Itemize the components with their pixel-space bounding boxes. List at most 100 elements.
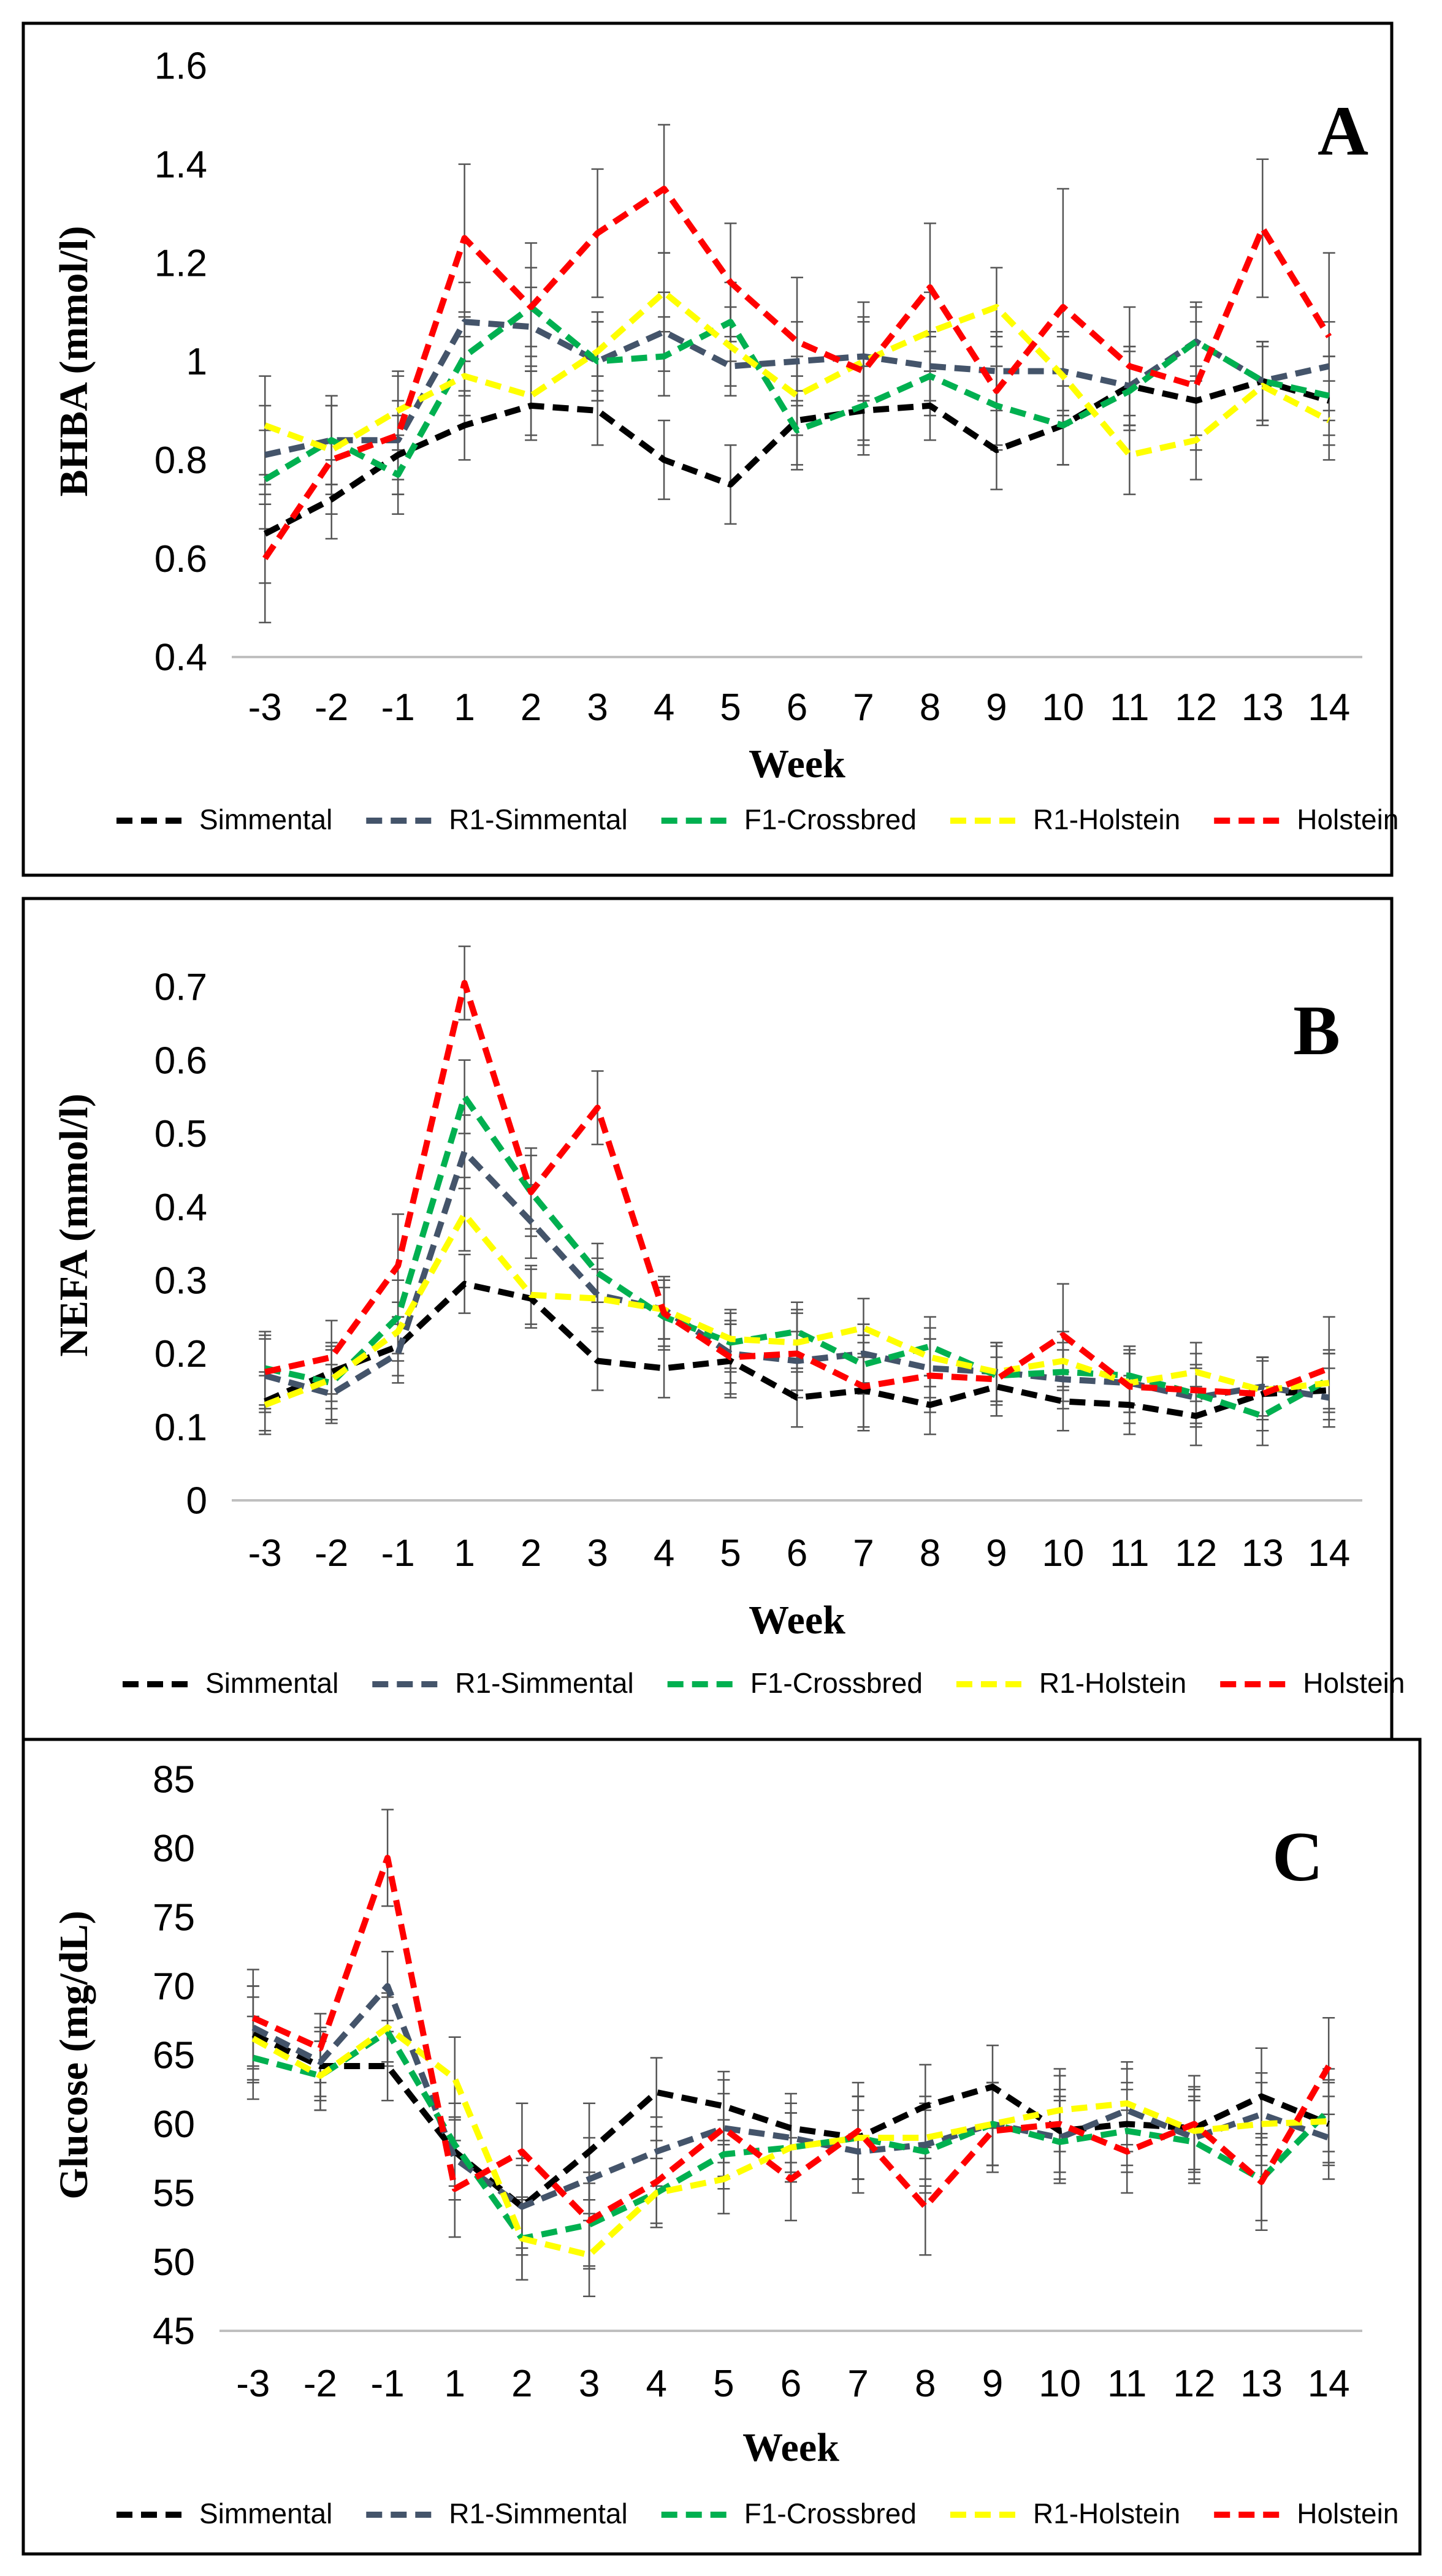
legend-label: Simmental xyxy=(199,2498,332,2529)
x-tick-label: 2 xyxy=(521,1532,541,1575)
series-line-simmental xyxy=(251,2031,1330,2210)
x-axis-title: Week xyxy=(749,1598,845,1643)
legend-label: Holstein xyxy=(1303,1667,1405,1699)
legend-label: R1-Holstein xyxy=(1039,1667,1186,1699)
y-tick-label: 60 xyxy=(153,2103,195,2146)
x-tick-label: 11 xyxy=(1110,686,1149,729)
legend-item-r1-simmental: R1-Simmental xyxy=(372,1667,634,1699)
y-tick-label: 0.1 xyxy=(154,1407,207,1449)
x-tick-label: 14 xyxy=(1308,2363,1350,2405)
x-tick-label: 8 xyxy=(915,2363,936,2405)
y-tick-label: 0.8 xyxy=(154,439,207,482)
legend-item-f1-crossbred: F1-Crossbred xyxy=(667,1667,923,1699)
x-tick-label: 6 xyxy=(780,2363,801,2405)
legend-item-r1-simmental: R1-Simmental xyxy=(366,2498,628,2529)
x-tick-label: 14 xyxy=(1308,686,1350,729)
x-tick-label: 10 xyxy=(1042,686,1084,729)
x-tick-label: -3 xyxy=(236,2363,270,2405)
x-tick-label: 7 xyxy=(853,1532,874,1575)
series-line-f1-crossbred xyxy=(252,2028,1331,2242)
x-tick-label: 4 xyxy=(654,686,674,729)
x-tick-label: 3 xyxy=(587,686,608,729)
x-tick-label: 13 xyxy=(1242,686,1284,729)
panel-letter: A xyxy=(1318,92,1368,170)
series-line-holstein xyxy=(264,979,1330,1397)
y-axis-title: NEFA (mmol/l) xyxy=(52,1093,96,1357)
x-tick-label: 14 xyxy=(1308,1532,1350,1575)
x-tick-label: -2 xyxy=(303,2363,337,2405)
y-tick-label: 0.2 xyxy=(154,1333,207,1375)
series-line-r1-holstein xyxy=(251,2024,1329,2259)
legend-label: Holstein xyxy=(1297,804,1398,835)
x-tick-label: 9 xyxy=(986,1532,1007,1575)
y-tick-label: 80 xyxy=(153,1828,195,1870)
y-tick-label: 0.5 xyxy=(154,1113,207,1155)
x-tick-label: -3 xyxy=(248,1532,282,1575)
legend-label: Simmental xyxy=(199,804,332,835)
chart-panel-a: 0.40.60.811.21.41.6-3 -2 -1 1 2 3 4 5 6 7 8 9 10 11 12… xyxy=(21,21,1398,877)
panel-letter: B xyxy=(1293,992,1340,1070)
legend-label: F1-Crossbred xyxy=(750,1667,923,1699)
series-line-holstein xyxy=(262,186,1332,560)
legend-item-simmental: Simmental xyxy=(123,1667,338,1699)
y-tick-label: 0.6 xyxy=(154,538,207,580)
y-axis-title: BHBA (mmol/l) xyxy=(52,226,96,497)
panel-letter: C xyxy=(1272,1818,1323,1896)
legend-label: R1-Holstein xyxy=(1033,804,1180,835)
x-tick-label: 7 xyxy=(847,2363,868,2405)
y-tick-label: 50 xyxy=(153,2241,195,2284)
series-line-simmental xyxy=(264,1280,1330,1419)
y-tick-label: 0.3 xyxy=(154,1260,207,1302)
series-line-r1-holstein xyxy=(264,289,1331,458)
x-tick-label: 12 xyxy=(1175,1532,1217,1575)
legend-item-holstein: Holstein xyxy=(1220,1667,1405,1699)
y-tick-label: 45 xyxy=(153,2311,195,2353)
x-tick-label: 4 xyxy=(654,1532,674,1575)
legend-item-r1-simmental: R1-Simmental xyxy=(366,804,628,835)
chart-panel-b: 00.10.20.30.40.50.60.7-3 -2 -1 1 2 3 4 5 6 7 8 9 10 1… xyxy=(21,897,1405,1741)
x-tick-label: 7 xyxy=(853,686,874,729)
series-line-simmental xyxy=(263,378,1330,537)
x-tick-label: 6 xyxy=(787,1532,807,1575)
x-tick-label: 3 xyxy=(579,2363,600,2405)
x-tick-label: -1 xyxy=(381,686,415,729)
y-tick-label: 55 xyxy=(153,2173,195,2215)
legend-item-r1-holstein: R1-Holstein xyxy=(956,1667,1186,1699)
x-tick-label: 5 xyxy=(720,686,741,729)
x-tick-label: -3 xyxy=(248,686,282,729)
series-line-r1-holstein xyxy=(264,1211,1330,1408)
x-tick-label: 2 xyxy=(511,2363,532,2405)
x-tick-label: 1 xyxy=(454,1532,475,1575)
panel-frame xyxy=(21,1738,1422,2556)
y-tick-label: 0.6 xyxy=(154,1039,207,1082)
legend-item-r1-holstein: R1-Holstein xyxy=(950,804,1180,835)
y-axis-title: Glucose (mg/dL) xyxy=(52,1910,96,2199)
x-tick-label: 9 xyxy=(986,686,1007,729)
x-tick-label: 13 xyxy=(1240,2363,1283,2405)
x-tick-label: 2 xyxy=(521,686,541,729)
y-tick-label: 65 xyxy=(153,2035,195,2077)
x-tick-label: 1 xyxy=(454,686,475,729)
series-line-holstein xyxy=(251,1855,1332,2224)
x-tick-label: 5 xyxy=(713,2363,734,2405)
legend-item-f1-crossbred: F1-Crossbred xyxy=(661,2498,917,2529)
legend-item-holstein: Holstein xyxy=(1214,804,1398,835)
y-tick-label: 1.2 xyxy=(154,242,207,284)
x-tick-label: 9 xyxy=(982,2363,1003,2405)
x-tick-label: 10 xyxy=(1042,1532,1084,1575)
legend-label: R1-Simmental xyxy=(455,1667,633,1699)
y-tick-label: 0.4 xyxy=(154,637,207,679)
x-tick-label: 5 xyxy=(720,1532,741,1575)
x-tick-label: 12 xyxy=(1175,686,1217,729)
legend-item-simmental: Simmental xyxy=(116,2498,332,2529)
x-tick-label: -1 xyxy=(381,1532,415,1575)
legend: Simmental R1-Simmental F1-Crossbred R1-Hols… xyxy=(116,804,1398,835)
series-line-r1-simmental xyxy=(264,1149,1330,1401)
x-tick-label: 1 xyxy=(444,2363,465,2405)
y-tick-label: 0.4 xyxy=(154,1187,207,1229)
legend-label: Holstein xyxy=(1297,2498,1398,2529)
legend-label: R1-Simmental xyxy=(449,804,627,835)
legend-label: F1-Crossbred xyxy=(744,2498,917,2529)
